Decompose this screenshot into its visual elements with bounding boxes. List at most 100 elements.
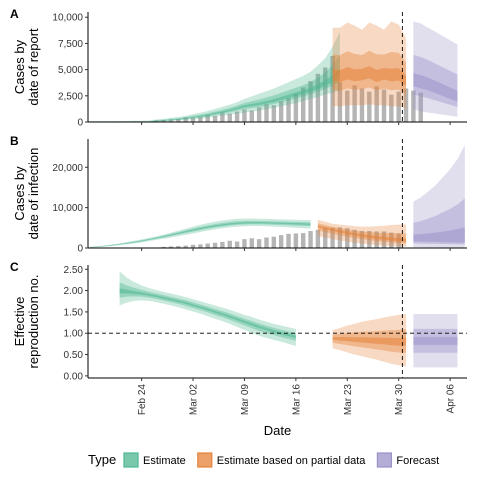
reported-bar — [381, 89, 387, 122]
reported-bar — [176, 245, 181, 248]
reported-bar — [205, 243, 210, 248]
reported-bar — [212, 242, 218, 248]
ribbon-50-estimate — [90, 220, 311, 248]
reported-bar — [374, 231, 379, 248]
reported-bar — [323, 67, 328, 122]
panel-label-A: A — [10, 7, 19, 21]
y-tick-label: 0 — [77, 118, 83, 129]
reported-bar — [278, 101, 284, 122]
ribbon-90-forecast — [413, 145, 465, 248]
y-tick-label: 0 — [77, 244, 83, 255]
reported-bar — [352, 229, 357, 248]
reported-bar — [389, 94, 394, 122]
legend-swatch-estimate — [123, 452, 139, 468]
y-tick-label: 1.00 — [64, 329, 84, 340]
reported-bar — [183, 117, 188, 122]
ribbon-median-estimate-based-on-partial-data — [332, 337, 407, 346]
y-tick-label: 20,000 — [52, 163, 83, 174]
ribbon-median-forecast — [413, 73, 458, 102]
reported-bar — [403, 88, 409, 122]
reported-bar — [286, 233, 291, 248]
reported-bar — [337, 227, 343, 248]
y-tick-label: 1.50 — [64, 307, 84, 318]
reported-bar — [323, 227, 328, 248]
legend-item-estimate: Estimate — [143, 455, 186, 467]
reported-bar — [337, 82, 343, 122]
x-tick-label: Mar 09 — [240, 384, 251, 416]
reported-bar — [367, 231, 372, 248]
y-tick-label: 0.00 — [64, 371, 84, 382]
x-tick-label: Feb 24 — [137, 384, 148, 416]
reported-bar — [256, 239, 262, 248]
reported-bar — [227, 240, 232, 248]
reported-bar — [168, 119, 174, 122]
x-tick-label: Mar 30 — [394, 384, 405, 416]
legend: Type Estimate Estimate based on partial da… — [88, 452, 439, 468]
legend-title: Type — [88, 452, 116, 467]
y-axis-label-line: Cases by — [12, 39, 27, 94]
reported-bar — [249, 110, 254, 122]
y-tick-label: 10,000 — [52, 13, 83, 24]
reported-bar — [352, 85, 357, 122]
reported-bar — [345, 228, 350, 248]
y-axis-label-B: Cases bydate of infection — [12, 148, 41, 240]
reported-bar — [396, 91, 401, 122]
reported-bar — [198, 244, 203, 248]
reported-bar — [176, 118, 181, 122]
reported-bar — [234, 111, 240, 122]
reported-bar — [308, 231, 313, 248]
reported-bar — [293, 93, 299, 122]
reported-bar — [190, 244, 196, 248]
reported-bar — [220, 112, 225, 122]
reported-bar — [168, 246, 174, 248]
reported-bar — [220, 241, 225, 248]
y-axis-label-line: reproduction no. — [26, 275, 41, 369]
reported-bar — [256, 107, 262, 122]
y-tick-label: 2,500 — [58, 91, 83, 102]
x-tick-label: Apr 06 — [446, 384, 457, 414]
ribbon-90-estimate-based-on-partial-data — [317, 219, 407, 247]
legend-swatch-estimate-based-on-partial-data — [197, 452, 213, 468]
reported-bar — [367, 91, 372, 122]
ribbon-90-estimate-based-on-partial-data — [332, 21, 407, 109]
y-tick-label: 5,000 — [58, 65, 83, 76]
reported-bar — [249, 238, 254, 248]
reported-bar — [293, 233, 299, 248]
legend-item-estimate-based-on-partial-data: Estimate based on partial data — [217, 455, 366, 467]
y-tick-label: 10,000 — [52, 203, 83, 214]
ribbon-median-estimate-based-on-partial-data — [317, 225, 407, 242]
x-tick-label: Mar 02 — [189, 384, 200, 416]
ribbon-median-forecast — [413, 227, 465, 243]
reported-bar — [264, 237, 269, 248]
legend-item-forecast: Forecast — [396, 455, 439, 467]
reported-bar — [411, 90, 416, 122]
reported-bar — [345, 90, 350, 122]
reported-bar — [271, 105, 277, 122]
reported-bar — [242, 239, 247, 248]
y-axis-label-line: date of report — [26, 28, 41, 106]
reported-bar — [183, 245, 188, 248]
reported-bar — [301, 87, 306, 122]
reported-bar — [242, 109, 247, 122]
reported-bar — [315, 73, 321, 122]
panel-label-B: B — [10, 134, 19, 148]
panel-A: A Cases bydate of report 0 2,500 5,000 7,500 1… — [10, 7, 467, 129]
y-tick-label: 2.50 — [64, 265, 84, 276]
y-axis-label-A: Cases bydate of report — [12, 28, 41, 106]
reported-bar — [227, 113, 232, 122]
reported-bar — [330, 56, 335, 122]
ribbon-50-estimate — [119, 282, 296, 341]
y-axis-label-line: date of infection — [26, 148, 41, 240]
reported-bar — [205, 114, 210, 122]
x-tick-label: Mar 23 — [343, 384, 354, 416]
reported-bar — [315, 229, 321, 248]
reported-bar — [264, 104, 269, 122]
x-tick-label: Mar 16 — [291, 384, 302, 416]
reported-bar — [359, 88, 365, 122]
ribbon-median-estimate-based-on-partial-data — [332, 66, 407, 87]
reported-bar — [234, 241, 240, 248]
y-tick-label: 0.50 — [64, 350, 84, 361]
y-axis-label-line: Cases by — [12, 166, 27, 221]
